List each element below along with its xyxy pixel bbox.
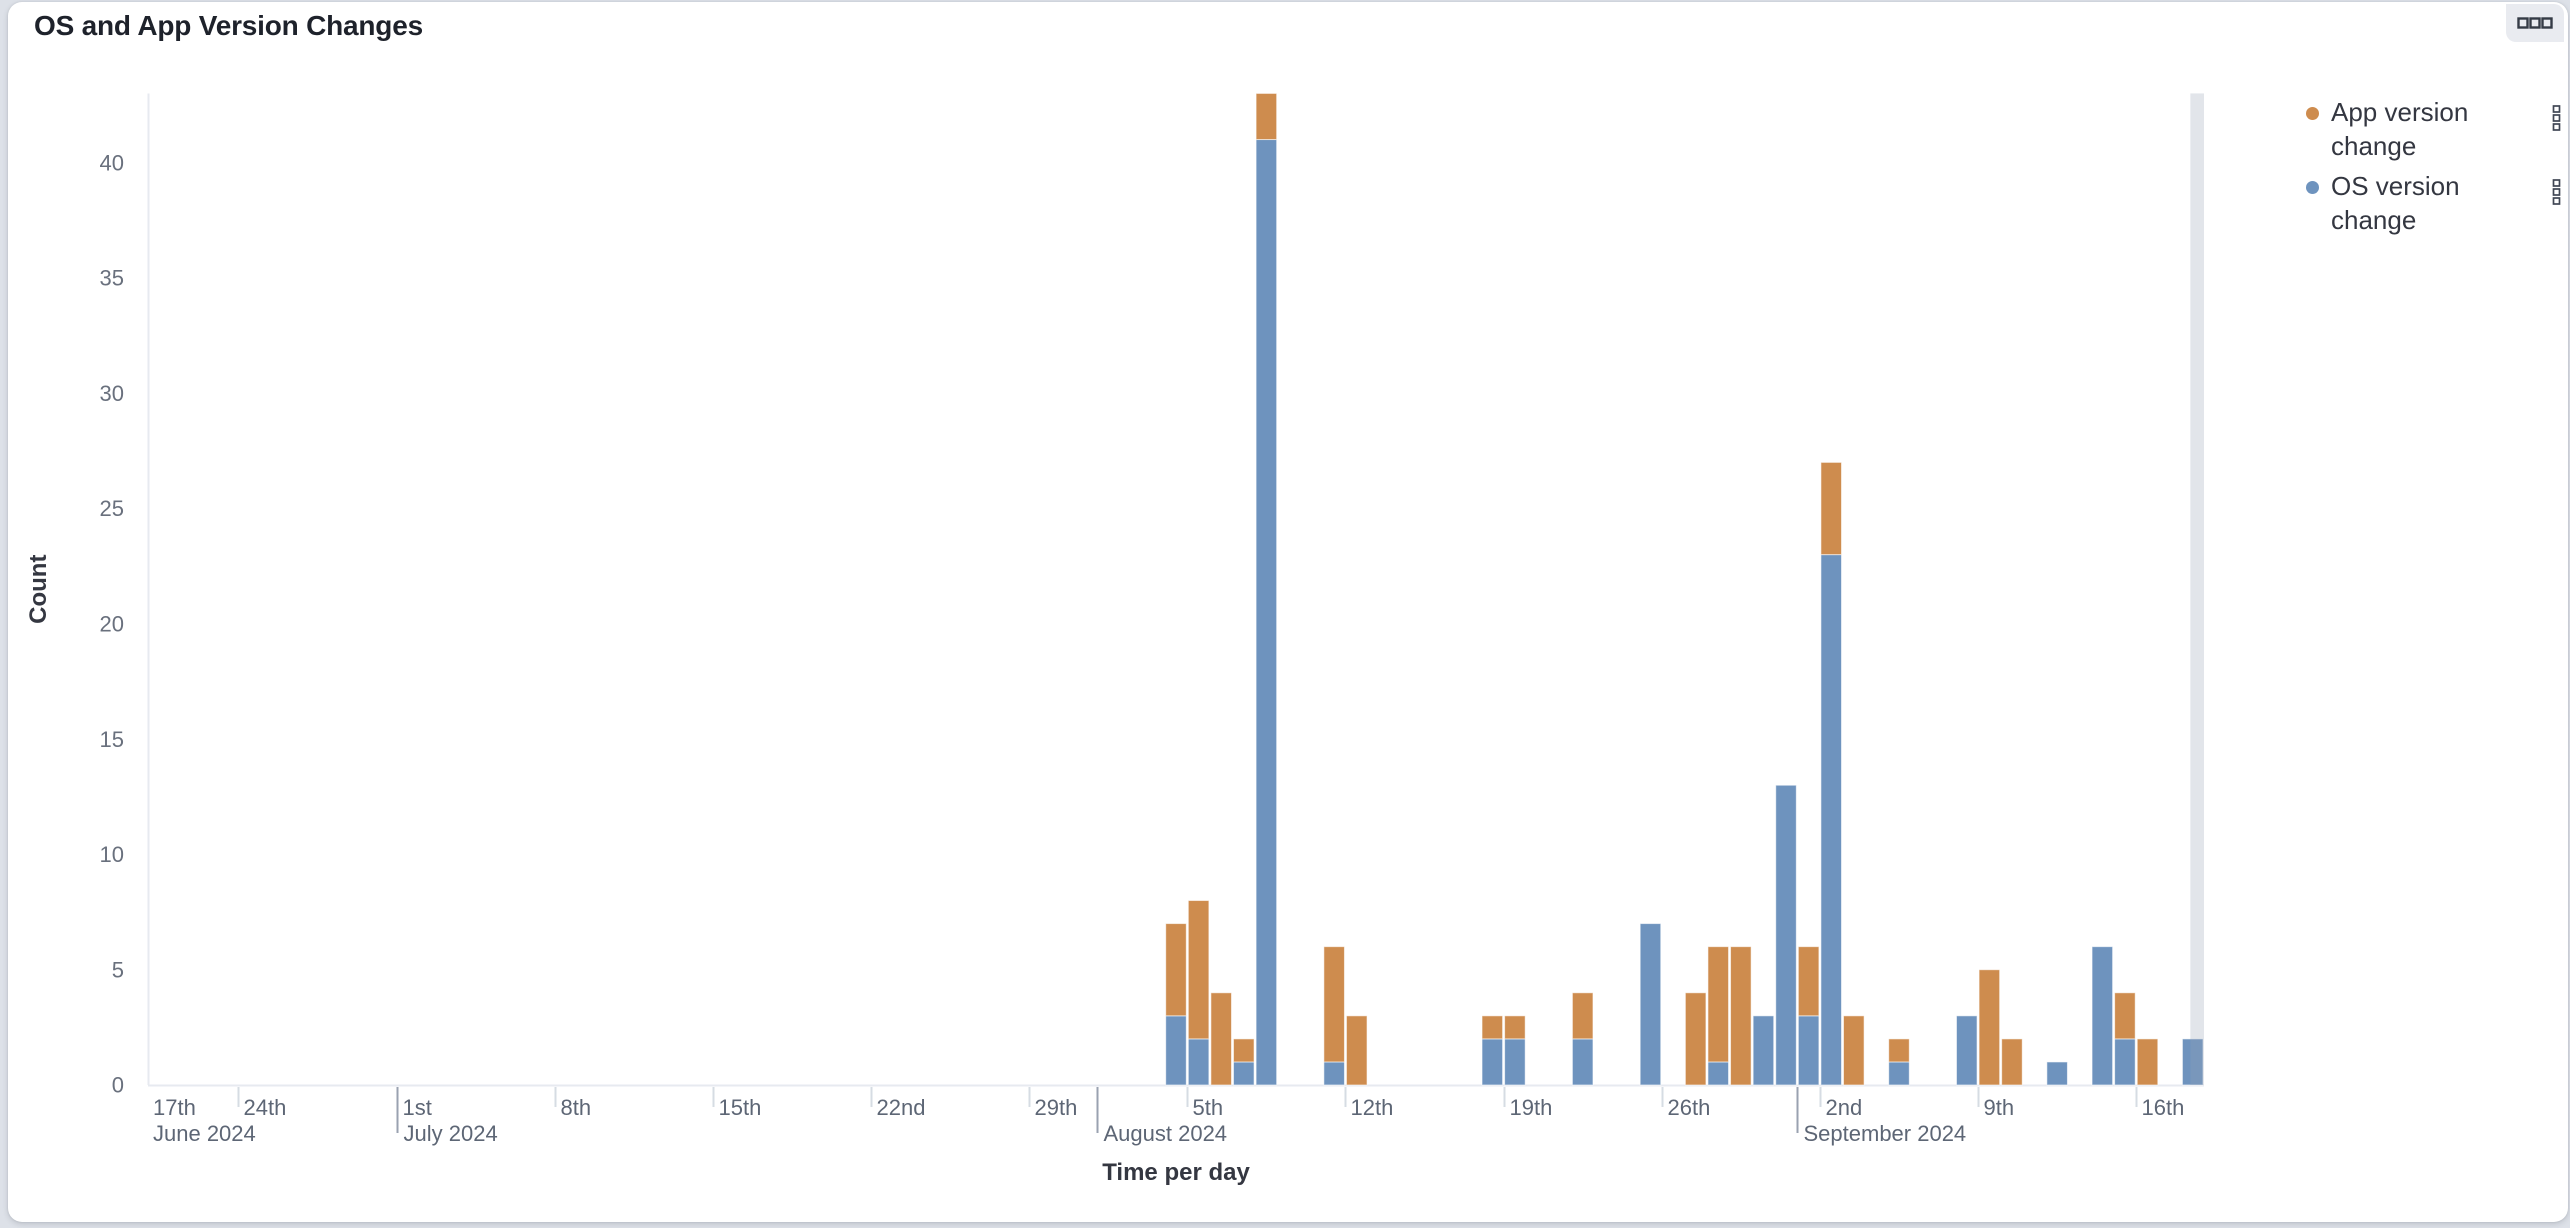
panel-canvas: OS and App Version Changes 0 5 10 15 20 25 30 3… — [8, 2, 2568, 1222]
bar-segment-app-2024-09-01[interactable] — [1797, 946, 1820, 1017]
bar-segment-os-2024-09-15[interactable] — [2114, 1038, 2136, 1086]
y-axis-tick-label: 15 — [100, 727, 124, 752]
legend-item-actions-button[interactable] — [2547, 101, 2566, 138]
legend-color-dot — [2306, 107, 2319, 120]
y-axis-tick-label: 0 — [112, 1073, 124, 1098]
bar-segment-os-2024-08-07[interactable] — [1232, 1061, 1255, 1086]
x-axis-tick-label: 1st — [403, 1095, 432, 1120]
bar-segment-os-2024-08-22[interactable] — [1571, 1038, 1594, 1086]
x-axis-tick-label: 12th — [1351, 1095, 1394, 1120]
y-axis-tick-label: 40 — [100, 150, 124, 175]
legend-item-label[interactable]: OS version change — [2331, 171, 2460, 235]
bar-segment-app-2024-09-02[interactable] — [1820, 461, 1843, 556]
bar-segment-os-2024-08-25[interactable] — [1639, 923, 1662, 1086]
bar-segment-app-2024-08-27[interactable] — [1684, 992, 1707, 1086]
x-axis-tick-label: 29th — [1035, 1095, 1078, 1120]
boxes-horizontal-icon — [2517, 17, 2553, 29]
x-axis-month-label: August 2024 — [1104, 1121, 1228, 1146]
x-axis-tick-label: 26th — [1668, 1095, 1711, 1120]
legend-item-0: App version change — [2294, 95, 2566, 163]
bar-segment-os-2024-08-28[interactable] — [1707, 1061, 1730, 1086]
x-axis-month-label: July 2024 — [404, 1121, 498, 1146]
bar-segment-os-2024-09-08[interactable] — [1955, 1015, 1978, 1086]
bar-segment-app-2024-08-22[interactable] — [1571, 992, 1594, 1040]
x-axis-tick-label: 2nd — [1826, 1095, 1863, 1120]
x-axis-tick-label: 5th — [1193, 1095, 1224, 1120]
stacked-bar-chart: 0 5 10 15 20 25 30 35 40 17th 24th 1st 8th 15th 22nd 29… — [25, 92, 2204, 1186]
x-axis-tick-label: 15th — [719, 1095, 762, 1120]
bar-segment-app-2024-08-12[interactable] — [1345, 1015, 1368, 1086]
x-axis-tick-label: 17th — [153, 1095, 196, 1120]
bar-segment-os-2024-09-14[interactable] — [2091, 946, 2114, 1086]
bar-segment-os-2024-08-11[interactable] — [1323, 1061, 1345, 1086]
y-axis-tick-label: 10 — [100, 842, 124, 867]
bar-segment-os-2024-08-30[interactable] — [1752, 1015, 1775, 1086]
legend: App version change OS version change — [2294, 95, 2566, 243]
bar-segment-os-2024-09-02[interactable] — [1820, 554, 1843, 1086]
boxes-vertical-icon — [2552, 105, 2561, 131]
bar-segment-app-2024-08-19[interactable] — [1504, 1015, 1526, 1040]
bar-segment-app-2024-08-07[interactable] — [1232, 1038, 1255, 1063]
bar-segment-app-2024-08-28[interactable] — [1707, 946, 1730, 1063]
panel-title: OS and App Version Changes — [34, 10, 423, 41]
bar-segment-os-2024-08-31[interactable] — [1775, 784, 1797, 1086]
bar-segment-app-2024-09-09[interactable] — [1978, 969, 2001, 1086]
y-axis-tick-label: 35 — [100, 266, 124, 291]
bar-segment-app-2024-08-08[interactable] — [1255, 92, 1278, 141]
x-axis-month-label: June 2024 — [153, 1121, 256, 1146]
y-axis-tick-label: 5 — [112, 957, 124, 982]
x-axis-tick-label: 8th — [561, 1095, 592, 1120]
bar-segment-app-2024-08-06[interactable] — [1210, 992, 1232, 1086]
x-axis-tick-label: 19th — [1510, 1095, 1553, 1120]
panel-options-button[interactable] — [2506, 4, 2564, 42]
bar-segment-os-2024-08-19[interactable] — [1504, 1038, 1526, 1086]
boxes-vertical-icon — [2552, 179, 2561, 205]
bar-segment-app-2024-09-15[interactable] — [2114, 992, 2136, 1040]
bar-segment-os-2024-08-08[interactable] — [1255, 139, 1278, 1086]
bar-segment-os-2024-08-05[interactable] — [1187, 1038, 1210, 1086]
bar-segment-app-2024-08-29[interactable] — [1730, 946, 1752, 1086]
bar-segment-app-2024-09-10[interactable] — [2001, 1038, 2023, 1086]
legend-color-dot — [2306, 181, 2319, 194]
bar-segment-app-2024-09-03[interactable] — [1843, 1015, 1865, 1086]
bar-segment-app-2024-09-16[interactable] — [2136, 1038, 2159, 1086]
visualization-panel: OS and App Version Changes 0 5 10 15 20 25 30 3… — [8, 2, 2568, 1222]
bar-segment-os-2024-08-18[interactable] — [1481, 1038, 1504, 1086]
bar-segment-app-2024-08-18[interactable] — [1481, 1015, 1504, 1040]
bar-segment-os-2024-08-04[interactable] — [1165, 1015, 1187, 1086]
x-axis-tick-label: 9th — [1984, 1095, 2015, 1120]
legend-item-1: OS version change — [2294, 169, 2566, 237]
y-axis-tick-label: 30 — [100, 381, 124, 406]
bar-segment-app-2024-08-11[interactable] — [1323, 946, 1345, 1063]
partial-bucket-band — [2190, 93, 2204, 1086]
legend-item-label[interactable]: App version change — [2331, 97, 2469, 161]
bar-segment-os-2024-09-01[interactable] — [1797, 1015, 1820, 1086]
x-axis-tick-label: 22nd — [877, 1095, 926, 1120]
y-axis-title: Count — [25, 555, 52, 624]
bar-segment-app-2024-09-05[interactable] — [1888, 1038, 1910, 1063]
bar-segment-os-2024-09-05[interactable] — [1888, 1061, 1910, 1086]
bar-segment-os-2024-09-12[interactable] — [2046, 1061, 2068, 1086]
y-axis-tick-label: 20 — [100, 612, 124, 637]
x-axis-tick-label: 24th — [244, 1095, 287, 1120]
bar-segment-app-2024-08-04[interactable] — [1165, 923, 1187, 1017]
legend-item-actions-button[interactable] — [2547, 175, 2566, 212]
y-axis-tick-label: 25 — [100, 496, 124, 521]
x-axis-title: Time per day — [1102, 1159, 1250, 1186]
bar-segment-os-2024-09-18[interactable] — [2181, 1038, 2204, 1086]
x-axis-month-label: September 2024 — [1804, 1121, 1967, 1146]
x-axis-tick-label: 16th — [2142, 1095, 2185, 1120]
bar-segment-app-2024-08-05[interactable] — [1187, 900, 1210, 1040]
